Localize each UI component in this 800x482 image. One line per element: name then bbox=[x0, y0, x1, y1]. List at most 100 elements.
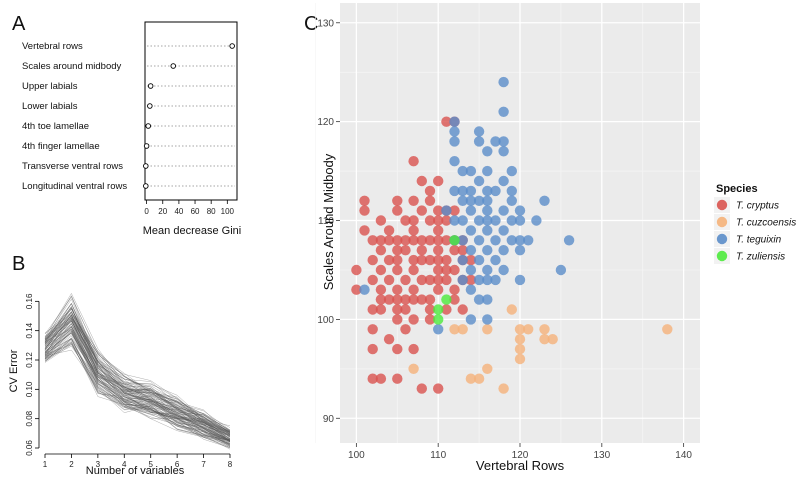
scatter-point bbox=[433, 205, 444, 216]
scatter-point bbox=[433, 314, 444, 325]
scatter-point bbox=[457, 165, 468, 177]
y-tick-label: 110 bbox=[318, 216, 334, 227]
scatter-point bbox=[531, 215, 542, 226]
cv-error-series-line bbox=[44, 338, 231, 440]
scatter-point bbox=[433, 284, 444, 295]
scatter-point bbox=[433, 215, 444, 226]
scatter-point bbox=[473, 274, 485, 286]
scatter-point bbox=[359, 195, 370, 206]
panel-c-y-axis-title: Scales Around Midbody bbox=[321, 153, 336, 290]
scatter-point bbox=[433, 245, 444, 256]
scatter-point bbox=[482, 294, 493, 305]
scatter-point bbox=[449, 245, 460, 256]
y-tick-label: 0.16 bbox=[25, 293, 34, 309]
x-tick-label: 1 bbox=[43, 460, 48, 469]
scatter-point bbox=[514, 334, 526, 345]
scatter-point bbox=[547, 334, 558, 345]
scatter-point bbox=[424, 274, 436, 286]
scatter-point bbox=[392, 205, 403, 216]
scatter-point bbox=[482, 195, 493, 206]
y-tick-label: 0.06 bbox=[25, 440, 34, 456]
scatter-point bbox=[433, 254, 444, 266]
dot-marker bbox=[145, 123, 151, 129]
cv-error-series-line bbox=[44, 330, 231, 441]
scatter-point bbox=[375, 294, 387, 305]
dot-marker bbox=[170, 63, 176, 69]
x-tick-label: 6 bbox=[175, 460, 180, 469]
category-label: Transverse ventral rows bbox=[22, 161, 123, 172]
x-tick-label: 120 bbox=[512, 450, 529, 461]
scatter-point bbox=[449, 116, 460, 127]
scatter-point bbox=[473, 235, 485, 246]
scatter-point bbox=[408, 156, 419, 167]
scatter-point bbox=[449, 324, 460, 335]
y-tick-label: 0.10 bbox=[25, 381, 34, 397]
cv-error-series-line bbox=[44, 337, 231, 447]
panel-a-plot-frame bbox=[144, 21, 238, 201]
scatter-point bbox=[482, 324, 493, 335]
scatter-point bbox=[473, 136, 485, 147]
scatter-point bbox=[424, 185, 436, 197]
cv-error-series-line bbox=[44, 317, 231, 442]
dot-marker bbox=[143, 163, 149, 169]
scatter-point bbox=[482, 264, 493, 276]
scatter-point bbox=[490, 254, 501, 266]
scatter-point bbox=[441, 254, 452, 266]
scatter-point bbox=[539, 334, 550, 345]
cv-error-series-line bbox=[44, 344, 231, 444]
cv-error-series-line bbox=[44, 341, 231, 443]
scatter-point bbox=[482, 225, 493, 236]
scatter-point bbox=[400, 294, 411, 305]
scatter-point bbox=[408, 314, 419, 325]
cv-error-series-line bbox=[44, 344, 231, 449]
scatter-point bbox=[482, 274, 493, 286]
legend-key bbox=[716, 233, 728, 245]
scatter-point bbox=[433, 235, 444, 246]
scatter-point bbox=[367, 304, 378, 315]
cv-error-series-line bbox=[44, 317, 231, 436]
scatter-point bbox=[449, 215, 460, 226]
scatter-point bbox=[424, 254, 436, 266]
dot-marker bbox=[147, 103, 153, 109]
x-tick-label: 60 bbox=[191, 207, 200, 216]
y-tick-label: 0.08 bbox=[25, 410, 34, 426]
scatter-point bbox=[416, 294, 427, 305]
y-tick-label: 0.12 bbox=[25, 352, 34, 368]
category-label: Upper labials bbox=[22, 81, 78, 92]
scatter-point bbox=[482, 185, 493, 197]
x-tick-label: 100 bbox=[348, 450, 365, 461]
scatter-point bbox=[400, 324, 411, 335]
scatter-point bbox=[359, 225, 370, 236]
cv-error-series-line bbox=[44, 298, 231, 431]
scatter-point bbox=[482, 205, 493, 216]
scatter-point bbox=[473, 175, 485, 187]
scatter-point bbox=[465, 373, 477, 384]
panel-letter-c: C bbox=[304, 13, 318, 35]
scatter-point bbox=[465, 195, 477, 206]
x-tick-label: 5 bbox=[148, 460, 153, 469]
scatter-point bbox=[457, 235, 468, 246]
scatter-point bbox=[514, 324, 526, 335]
scatter-point bbox=[498, 264, 509, 276]
scatter-point bbox=[359, 205, 370, 216]
scatter-point bbox=[351, 264, 362, 276]
dot-marker bbox=[147, 83, 154, 89]
panel-a-x-axis-title: Mean decrease Gini bbox=[143, 225, 241, 237]
scatter-point bbox=[465, 254, 477, 266]
cv-error-series-line bbox=[44, 340, 231, 445]
scatter-point bbox=[424, 195, 436, 206]
x-tick-label: 20 bbox=[158, 207, 167, 216]
scatter-point bbox=[514, 343, 526, 355]
scatter-point bbox=[375, 284, 387, 295]
panel-letter-a: A bbox=[12, 13, 26, 35]
scatter-point bbox=[375, 235, 387, 246]
x-tick-label: 7 bbox=[201, 460, 206, 469]
scatter-point bbox=[392, 245, 403, 256]
scatter-point bbox=[498, 205, 509, 216]
scatter-point bbox=[506, 235, 517, 246]
scatter-point bbox=[473, 195, 485, 206]
scatter-point bbox=[498, 175, 509, 187]
scatter-point bbox=[433, 264, 444, 276]
x-tick-label: 2 bbox=[69, 460, 74, 469]
scatter-point bbox=[473, 254, 485, 266]
